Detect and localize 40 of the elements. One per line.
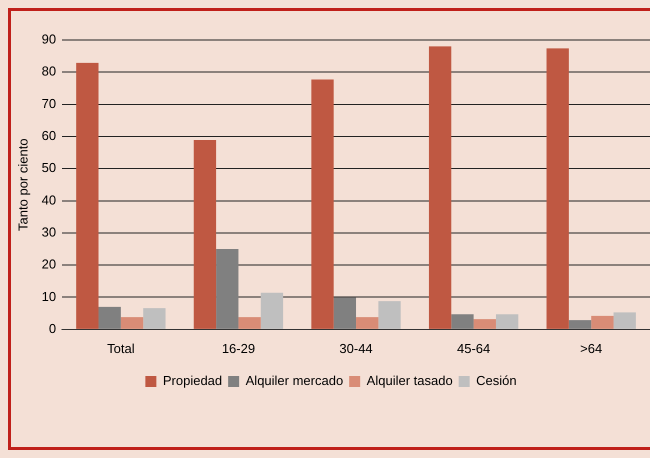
bar xyxy=(614,312,636,329)
bar xyxy=(428,46,452,329)
x-tick-label: 30-44 xyxy=(339,340,373,356)
y-tick-label: 40 xyxy=(42,192,56,208)
bar xyxy=(311,80,334,329)
bar xyxy=(98,306,121,329)
y-tick-label: 70 xyxy=(42,96,56,111)
y-tick-label: 90 xyxy=(42,32,56,47)
x-tick-label: 45-64 xyxy=(456,340,490,356)
bar xyxy=(260,292,284,329)
bar xyxy=(194,140,216,329)
bar xyxy=(120,317,144,329)
bar xyxy=(216,249,238,329)
y-tick-label: 10 xyxy=(42,288,56,304)
legend-label: Propiedad xyxy=(162,373,222,388)
bar xyxy=(591,316,614,329)
bar xyxy=(356,317,378,329)
bar xyxy=(143,308,166,329)
y-tick-label: 60 xyxy=(42,128,56,144)
y-tick-label: 30 xyxy=(42,224,56,240)
bar xyxy=(474,319,496,329)
x-tick-label: >64 xyxy=(580,340,602,356)
x-tick-label: Total xyxy=(107,340,135,356)
bar xyxy=(378,301,401,329)
y-axis-title: Tanto por ciento xyxy=(15,138,30,231)
bar xyxy=(496,314,518,329)
y-tick-label: 20 xyxy=(42,256,56,272)
bar xyxy=(76,62,99,329)
bar xyxy=(546,48,569,329)
y-tick-label: 80 xyxy=(42,64,56,79)
bar xyxy=(568,320,592,329)
bar xyxy=(451,314,474,329)
bar xyxy=(334,298,356,329)
x-tick-label: 16-29 xyxy=(222,340,256,356)
bar xyxy=(238,317,261,329)
legend-label: Alquiler tasado xyxy=(366,373,453,388)
legend-label: Alquiler mercado xyxy=(246,373,344,388)
legend-label: Cesión xyxy=(476,373,517,388)
y-tick-label: 50 xyxy=(42,160,56,176)
y-tick-label: 0 xyxy=(48,320,56,336)
